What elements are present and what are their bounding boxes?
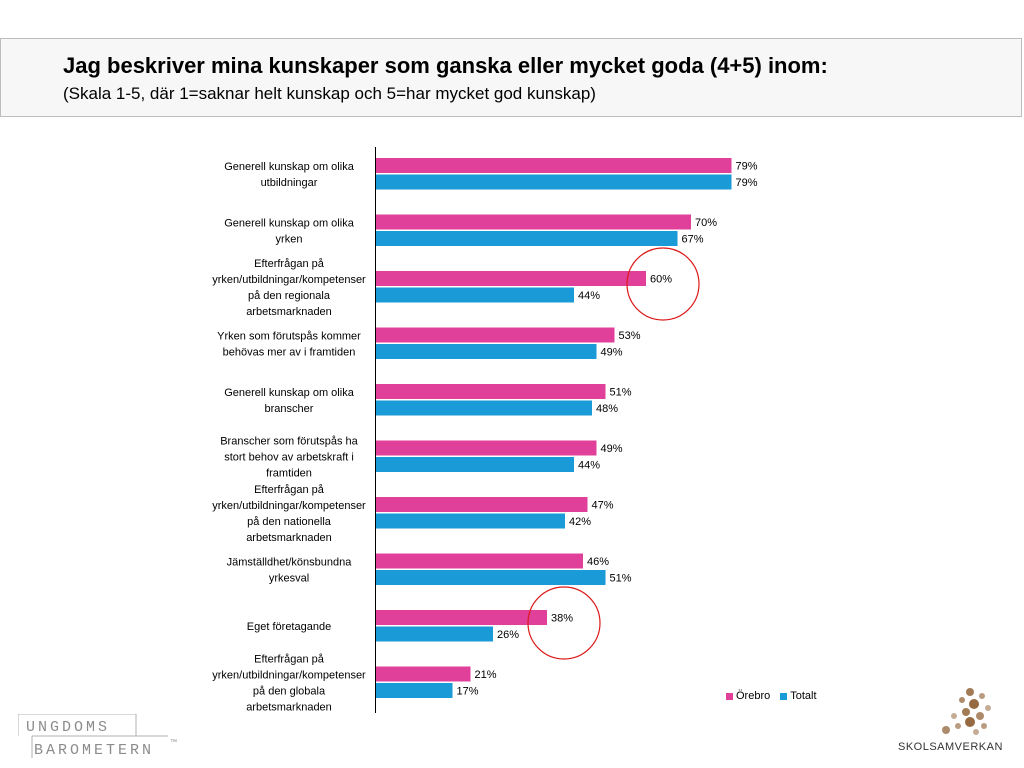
bar-orebro-10 bbox=[376, 666, 471, 682]
logo-text-ungdoms: UNGDOMS bbox=[26, 719, 110, 736]
category-label-7: Efterfrågan på yrken/utbildningar/kompete… bbox=[212, 484, 366, 544]
value-label-totalt-10: 17% bbox=[457, 686, 479, 698]
value-label-totalt-1: 79% bbox=[736, 177, 758, 189]
bars-layer bbox=[376, 158, 732, 698]
bar-orebro-4 bbox=[376, 327, 615, 343]
category-label-6: Branscher som förutspås ha stort behov av… bbox=[220, 435, 358, 479]
bar-orebro-3 bbox=[376, 271, 646, 286]
category-label-4: Yrken som förutspås kommer behövas mer av… bbox=[217, 330, 361, 358]
value-label-totalt-3: 44% bbox=[578, 290, 600, 302]
category-label-1: Generell kunskap om olika utbildningar bbox=[224, 161, 355, 189]
bar-totalt-9 bbox=[376, 626, 493, 642]
value-label-orebro-9: 38% bbox=[551, 613, 573, 625]
value-label-orebro-5: 51% bbox=[610, 387, 632, 399]
bar-orebro-7 bbox=[376, 497, 588, 512]
highlight-circle-2 bbox=[527, 586, 601, 660]
category-label-5: Generell kunskap om olika branscher bbox=[224, 387, 355, 415]
header-box bbox=[0, 38, 1022, 117]
value-label-orebro-3: 60% bbox=[650, 274, 672, 286]
bar-totalt-3 bbox=[376, 287, 574, 303]
value-label-orebro-7: 47% bbox=[592, 500, 614, 512]
value-label-orebro-4: 53% bbox=[619, 330, 641, 342]
legend-label-totalt: Totalt bbox=[790, 690, 817, 702]
value-label-totalt-9: 26% bbox=[497, 629, 519, 641]
ungdomsbarometern-logo: UNGDOMS BAROMETERN ™ bbox=[18, 714, 177, 759]
highlight-circles-layer bbox=[527, 247, 700, 660]
chart-title: Jag beskriver mina kunskaper som ganska … bbox=[63, 53, 828, 78]
bar-totalt-6 bbox=[376, 457, 574, 472]
value-label-orebro-10: 21% bbox=[475, 669, 497, 681]
value-label-totalt-6: 44% bbox=[578, 460, 600, 472]
legend-swatch-totalt bbox=[780, 692, 788, 700]
logo-tm: ™ bbox=[170, 739, 177, 746]
bar-totalt-8 bbox=[376, 570, 606, 585]
skolsamverkan-logo-mark bbox=[942, 688, 991, 735]
bar-orebro-1 bbox=[376, 158, 732, 173]
bar-totalt-1 bbox=[376, 174, 732, 190]
category-label-2: Generell kunskap om olika yrken bbox=[224, 217, 355, 245]
value-label-totalt-8: 51% bbox=[610, 573, 632, 585]
value-label-orebro-6: 49% bbox=[601, 443, 623, 455]
bar-orebro-5 bbox=[376, 384, 606, 399]
legend-label-orebro: Örebro bbox=[736, 690, 771, 702]
category-label-9: Eget företagande bbox=[247, 621, 331, 633]
legend-item-orebro: Örebro bbox=[726, 690, 770, 702]
value-label-orebro-1: 79% bbox=[736, 161, 758, 173]
legend: Örebro Totalt bbox=[726, 690, 817, 702]
bar-totalt-2 bbox=[376, 231, 678, 246]
value-label-orebro-2: 70% bbox=[695, 217, 717, 229]
legend-swatch-orebro bbox=[726, 692, 733, 700]
bar-totalt-10 bbox=[376, 683, 453, 698]
category-label-3: Efterfrågan på yrken/utbildningar/kompete… bbox=[212, 258, 366, 318]
bar-totalt-7 bbox=[376, 513, 565, 529]
labels-layer: 79% 79% Generell kunskap om olika utbildnin… bbox=[212, 161, 757, 714]
bar-orebro-9 bbox=[376, 610, 547, 625]
value-label-orebro-8: 46% bbox=[587, 556, 609, 568]
category-label-8: Jämställdhet/könsbundna yrkesval bbox=[227, 556, 353, 584]
bar-orebro-8 bbox=[376, 553, 583, 569]
value-label-totalt-4: 49% bbox=[601, 347, 623, 359]
bar-orebro-2 bbox=[376, 214, 691, 230]
bar-totalt-4 bbox=[376, 344, 597, 359]
logo-text-skolsamverkan: SKOLSAMVERKAN bbox=[898, 741, 1003, 753]
highlight-circle-1 bbox=[626, 247, 700, 321]
value-label-totalt-7: 42% bbox=[569, 516, 591, 528]
logo-text-barometern: BAROMETERN bbox=[34, 742, 154, 759]
legend-item-totalt: Totalt bbox=[780, 690, 817, 702]
value-label-totalt-5: 48% bbox=[596, 403, 618, 415]
category-label-10: Efterfrågan på yrken/utbildningar/kompete… bbox=[212, 653, 366, 713]
value-label-totalt-2: 67% bbox=[682, 234, 704, 246]
bar-totalt-5 bbox=[376, 400, 592, 416]
chart-subtitle: (Skala 1-5, där 1=saknar helt kunskap oc… bbox=[63, 84, 596, 103]
bar-orebro-6 bbox=[376, 440, 597, 456]
